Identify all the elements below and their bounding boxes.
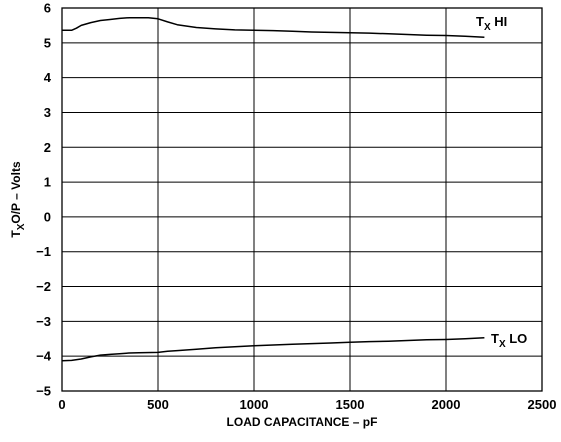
x-tick-label: 1500 bbox=[336, 397, 365, 412]
y-tick-labels: −5 −4 −3 −2 −1 0 1 2 3 4 5 6 bbox=[36, 1, 52, 399]
y-tick-label: 5 bbox=[44, 35, 51, 50]
y-tick-label: −4 bbox=[36, 349, 52, 364]
y-tick-label: 0 bbox=[44, 209, 51, 224]
series-lines bbox=[61, 16, 485, 362]
y-axis-label-rest: O/P – Volts bbox=[9, 161, 23, 224]
y-tick-label: 3 bbox=[44, 105, 51, 120]
y-tick-label: 6 bbox=[44, 1, 51, 16]
series-label: TX HI bbox=[476, 14, 507, 33]
y-tick-label: 4 bbox=[44, 70, 52, 85]
y-axis-label-main: T bbox=[9, 230, 23, 238]
x-tick-labels: 0 500 1000 1500 2000 2500 bbox=[58, 397, 556, 412]
x-tick-label: 1000 bbox=[240, 397, 269, 412]
series-line bbox=[62, 16, 485, 38]
y-axis-label-sub: X bbox=[16, 223, 27, 230]
x-tick-label: 2500 bbox=[528, 397, 557, 412]
y-tick-label: 1 bbox=[44, 175, 51, 190]
y-axis-label: TXO/P – Volts bbox=[9, 161, 27, 238]
x-tick-label: 500 bbox=[147, 397, 169, 412]
series-labels: TX HI TX LO bbox=[476, 14, 527, 350]
x-tick-label: 2000 bbox=[432, 397, 461, 412]
x-axis-label: LOAD CAPACITANCE – pF bbox=[227, 415, 378, 429]
series-label: TX LO bbox=[491, 331, 527, 350]
plot-frame bbox=[61, 7, 543, 392]
series-line bbox=[61, 336, 485, 362]
grid bbox=[62, 8, 542, 391]
y-tick-label: −1 bbox=[36, 244, 51, 259]
x-tick-label: 0 bbox=[58, 397, 65, 412]
y-tick-label: −3 bbox=[36, 314, 51, 329]
y-tick-label: −2 bbox=[36, 279, 51, 294]
y-tick-label: −5 bbox=[36, 384, 51, 399]
y-tick-label: 2 bbox=[44, 140, 51, 155]
